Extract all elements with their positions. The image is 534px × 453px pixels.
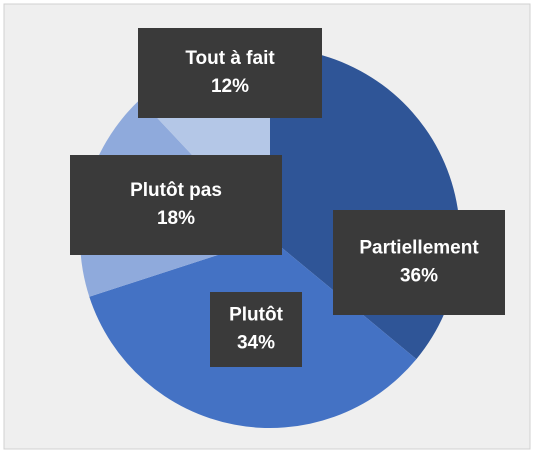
label-box (210, 292, 302, 367)
label-box (138, 28, 322, 118)
slice-category-label: Partiellement (359, 238, 479, 259)
slice-value-label: 34% (237, 333, 275, 354)
label-box (333, 210, 505, 315)
label-box (70, 155, 282, 255)
slice-category-label: Tout à fait (185, 48, 275, 69)
slice-value-label: 36% (400, 266, 438, 287)
slice-value-label: 18% (157, 208, 195, 229)
slice-value-label: 12% (211, 76, 249, 97)
slice-category-label: Plutôt (229, 305, 283, 326)
slice-category-label: Plutôt pas (130, 180, 222, 201)
